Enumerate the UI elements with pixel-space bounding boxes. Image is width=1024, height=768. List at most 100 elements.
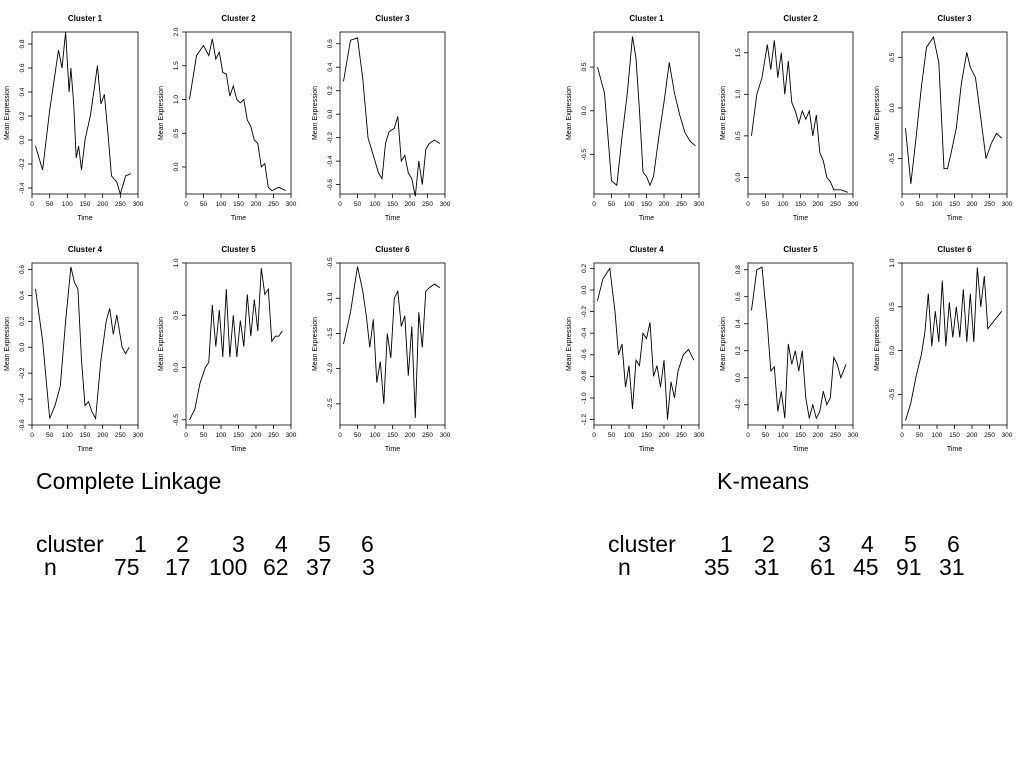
x-tick-label: 150 (641, 201, 652, 208)
x-tick-label: 250 (422, 201, 433, 208)
plot-title: Cluster 6 (375, 245, 410, 254)
y-tick-label: 0.5 (173, 128, 180, 137)
cluster-number: 3 (818, 531, 831, 557)
y-tick-label: 0.0 (735, 172, 742, 181)
x-tick-label: 200 (251, 201, 262, 208)
y-tick-label: 0.0 (889, 346, 896, 355)
y-tick-label: 0.2 (735, 346, 742, 355)
x-tick-label: 300 (1002, 201, 1013, 208)
x-tick-label: 150 (80, 201, 91, 208)
y-tick-label: -1.0 (581, 392, 588, 404)
x-tick-label: 0 (30, 432, 34, 439)
plot-title: Cluster 3 (937, 14, 972, 23)
plot-title: Cluster 4 (68, 245, 103, 254)
y-axis-label: Mean Expression (566, 86, 573, 140)
y-tick-label: -0.6 (327, 179, 334, 191)
y-tick-label: 0.0 (735, 373, 742, 382)
x-tick-label: 0 (338, 201, 342, 208)
y-tick-label: 0.5 (889, 302, 896, 311)
y-tick-label: 0.0 (581, 106, 588, 115)
x-axis-label: Time (231, 215, 246, 222)
plot-title: Cluster 5 (221, 245, 256, 254)
x-tick-label: 150 (795, 432, 806, 439)
cluster-count: 3 (362, 554, 375, 580)
n-row-label: n (44, 554, 57, 580)
x-axis-label: Time (793, 215, 808, 222)
plot-frame (747, 31, 854, 195)
y-axis-label: Mean Expression (720, 317, 727, 371)
y-axis-label: Mean Expression (720, 86, 727, 140)
cluster-count: 37 (306, 554, 332, 580)
x-tick-label: 0 (592, 432, 596, 439)
x-tick-label: 300 (286, 432, 297, 439)
y-tick-label: 0.2 (19, 111, 26, 120)
x-tick-label: 150 (387, 201, 398, 208)
y-tick-label: -0.6 (19, 419, 26, 431)
x-tick-label: 300 (133, 201, 144, 208)
series-line (35, 31, 132, 196)
cluster-row-label: cluster (608, 531, 676, 557)
cluster-number: 4 (275, 531, 288, 557)
x-tick-label: 50 (200, 201, 208, 208)
x-tick-label: 200 (405, 201, 416, 208)
x-tick-label: 100 (370, 432, 381, 439)
y-tick-label: 0.6 (19, 265, 26, 274)
cluster-number: 2 (176, 531, 189, 557)
y-tick-label: 1.5 (735, 48, 742, 57)
x-tick-label: 250 (984, 432, 995, 439)
x-tick-label: 150 (80, 432, 91, 439)
x-tick-label: 100 (216, 432, 227, 439)
plot-title: Cluster 2 (221, 14, 256, 23)
x-tick-label: 250 (984, 201, 995, 208)
x-tick-label: 0 (184, 432, 188, 439)
cluster-count: 62 (263, 554, 289, 580)
plot-title: Cluster 5 (783, 245, 818, 254)
x-tick-label: 200 (813, 432, 824, 439)
y-tick-label: 0.0 (889, 103, 896, 112)
x-tick-label: 100 (778, 432, 789, 439)
x-tick-label: 150 (949, 201, 960, 208)
y-tick-label: 0.0 (173, 162, 180, 171)
y-tick-label: -0.8 (581, 370, 588, 382)
x-tick-label: 50 (762, 432, 770, 439)
y-axis-label: Mean Expression (4, 317, 11, 371)
plot-title: Cluster 3 (375, 14, 410, 23)
x-axis-label: Time (77, 215, 92, 222)
x-tick-label: 50 (200, 432, 208, 439)
plot-frame (593, 31, 700, 195)
series-line (751, 266, 847, 420)
cluster-count: 75 (114, 554, 140, 580)
x-axis-label: Time (77, 446, 92, 453)
y-tick-label: 0.2 (581, 264, 588, 273)
x-tick-label: 200 (405, 432, 416, 439)
x-tick-label: 250 (676, 201, 687, 208)
x-tick-label: 150 (641, 432, 652, 439)
cluster-number: 2 (762, 531, 775, 557)
y-tick-label: 0.0 (19, 135, 26, 144)
x-tick-label: 100 (370, 201, 381, 208)
y-axis-label: Mean Expression (566, 317, 573, 371)
y-tick-label: -0.5 (889, 388, 896, 400)
plot-frame (31, 31, 139, 195)
x-tick-label: 250 (676, 432, 687, 439)
plot-title: Cluster 4 (629, 245, 664, 254)
x-tick-label: 150 (387, 432, 398, 439)
cluster-count: 31 (754, 554, 780, 580)
y-tick-label: -0.2 (327, 132, 334, 144)
x-tick-label: 300 (440, 201, 451, 208)
x-tick-label: 0 (746, 432, 750, 439)
x-tick-label: 300 (848, 432, 859, 439)
cluster-number: 3 (232, 531, 245, 557)
series-line (343, 266, 441, 419)
y-tick-label: -0.4 (19, 182, 26, 194)
cluster-count: 35 (704, 554, 730, 580)
x-tick-label: 150 (795, 201, 806, 208)
x-tick-label: 300 (286, 201, 297, 208)
y-tick-label: -0.2 (19, 367, 26, 379)
y-tick-label: -0.5 (581, 149, 588, 161)
plot-frame (901, 31, 1008, 195)
x-tick-label: 50 (762, 201, 770, 208)
plot-title: Cluster 6 (937, 245, 972, 254)
x-tick-label: 200 (813, 201, 824, 208)
y-tick-label: 0.5 (735, 131, 742, 140)
